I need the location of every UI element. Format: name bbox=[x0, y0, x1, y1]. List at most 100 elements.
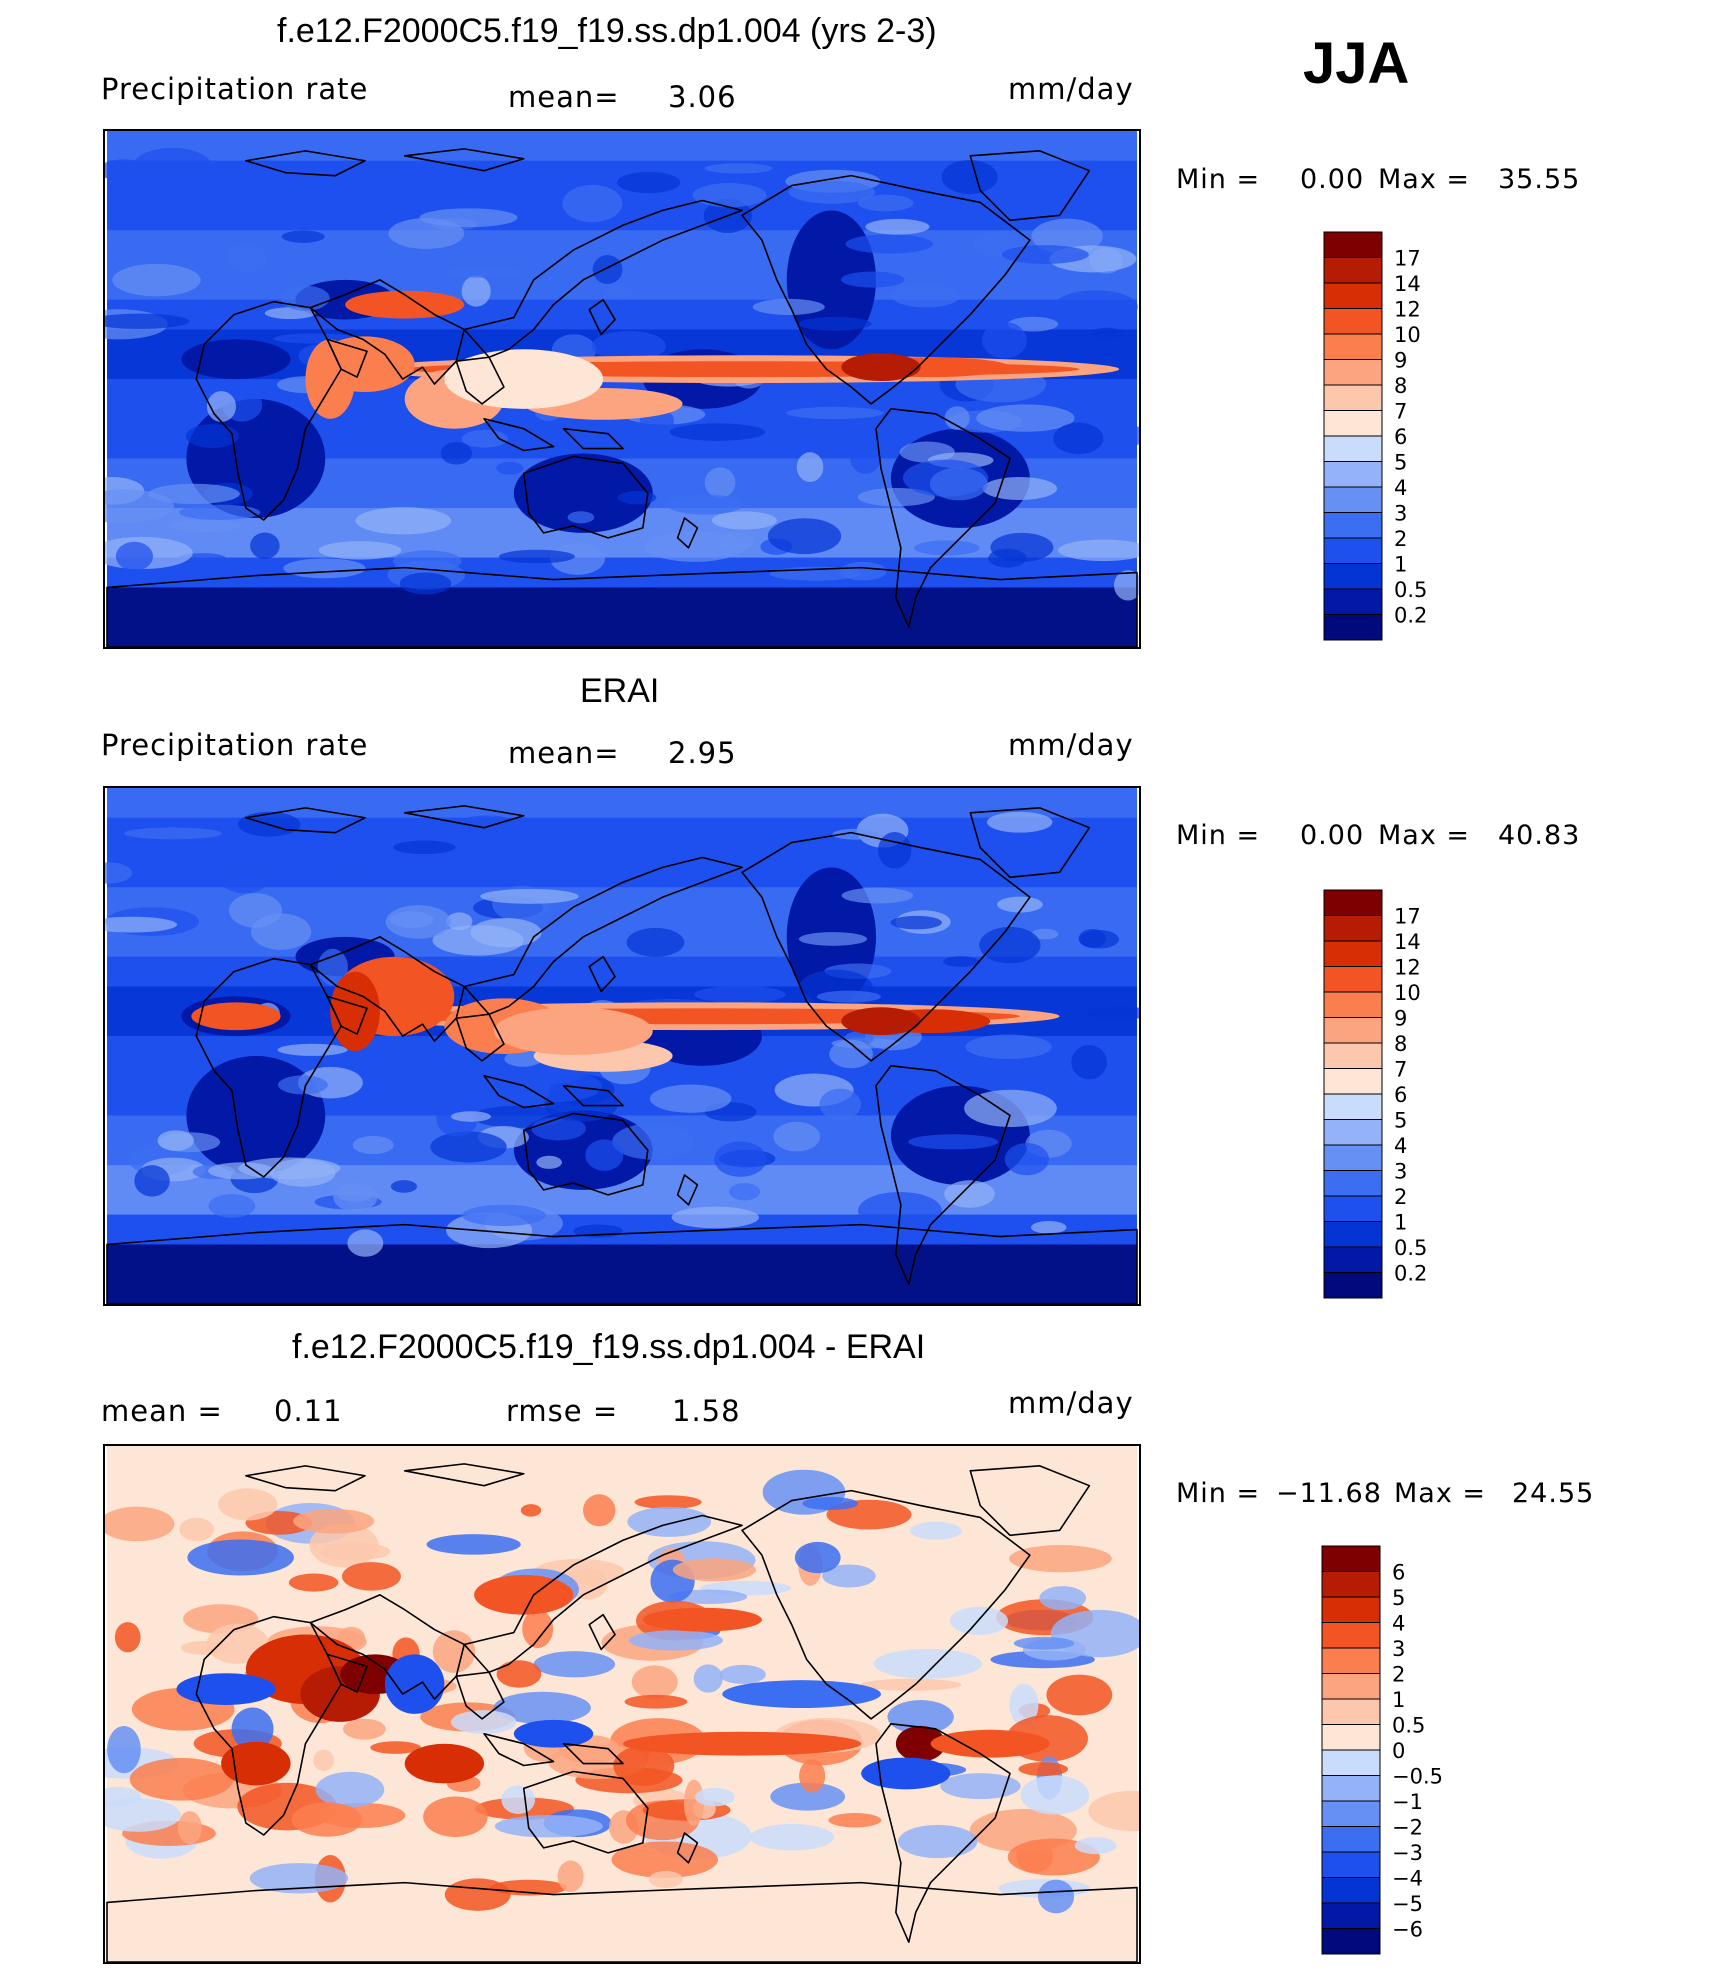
colorbar-swatch bbox=[1321, 1928, 1381, 1955]
colorbar-diff: 6 5 4 3 2 1 0.5 0 −0.5 −1 −2 −3 −4 −5 −6 bbox=[1320, 1544, 1480, 1960]
coastline bbox=[969, 150, 1091, 222]
precip-texture bbox=[865, 218, 930, 235]
anomaly-blob bbox=[802, 1496, 859, 1511]
colorbar-swatch bbox=[1323, 588, 1383, 615]
precip-texture bbox=[729, 1183, 761, 1201]
precip-texture bbox=[822, 422, 913, 440]
colorbar-swatch bbox=[1323, 1042, 1383, 1069]
precip-texture bbox=[981, 321, 1027, 359]
precip-texture bbox=[604, 286, 635, 298]
anomaly-blob bbox=[1037, 1879, 1075, 1914]
precip-texture bbox=[929, 467, 988, 501]
precip-texture bbox=[976, 404, 1075, 432]
coastline bbox=[463, 856, 743, 1016]
anomaly-blob bbox=[288, 1573, 339, 1592]
colorbar-swatch bbox=[1323, 257, 1383, 284]
coastline bbox=[326, 995, 368, 1035]
precip-texture bbox=[355, 507, 452, 535]
panel-diff-min-label: Min = bbox=[1176, 1478, 1261, 1509]
precip-texture bbox=[906, 1048, 973, 1063]
precip-texture bbox=[347, 1229, 384, 1257]
colorbar-tick-label: 8 bbox=[1394, 374, 1407, 398]
colorbar-swatch bbox=[1321, 1749, 1381, 1776]
precip-band bbox=[106, 131, 1138, 161]
anomaly-blob bbox=[114, 1622, 141, 1653]
anomaly-feature bbox=[176, 1673, 276, 1705]
panel-diff-title: f.e12.F2000C5.f19_f19.ss.dp1.004 - ERAI bbox=[292, 1328, 926, 1366]
anomaly-blob bbox=[613, 1745, 675, 1786]
precip-texture bbox=[385, 905, 451, 939]
wet-region bbox=[330, 971, 380, 1051]
precip-texture bbox=[591, 331, 666, 362]
anomaly-blob bbox=[293, 1508, 375, 1534]
anomaly-blob bbox=[940, 1773, 1021, 1800]
colorbar-tick-label: 0 bbox=[1392, 1739, 1405, 1763]
anomaly-blob bbox=[794, 1541, 841, 1574]
colorbar-tick-label: 1 bbox=[1392, 1688, 1405, 1712]
panel-model-max-label: Max = bbox=[1378, 164, 1471, 195]
precip-texture bbox=[1087, 1006, 1139, 1020]
colorbar-swatch bbox=[1323, 359, 1383, 386]
anomaly-blob bbox=[1009, 1683, 1039, 1726]
anomaly-blob bbox=[1018, 1762, 1068, 1777]
colorbar-swatch bbox=[1321, 1596, 1381, 1623]
anomaly-blob bbox=[501, 1785, 536, 1815]
colorbar-swatch bbox=[1323, 512, 1383, 539]
coastline bbox=[522, 1770, 649, 1854]
precip-texture bbox=[430, 1131, 507, 1163]
precip-texture bbox=[850, 443, 881, 474]
anomaly-blob bbox=[672, 1558, 757, 1582]
colorbar-tick-label: 3 bbox=[1394, 502, 1407, 526]
anomaly-blob bbox=[631, 1665, 678, 1699]
dry-region bbox=[181, 339, 291, 380]
colorbar-tick-label: 0.5 bbox=[1392, 1714, 1425, 1738]
coastline bbox=[309, 279, 466, 385]
anomaly-blob bbox=[520, 1504, 542, 1517]
precip-texture bbox=[1031, 928, 1059, 940]
precip-texture bbox=[1058, 539, 1139, 562]
panel-obs-title: ERAI bbox=[580, 672, 660, 710]
colorbar-swatch bbox=[1321, 1647, 1381, 1674]
precip-texture bbox=[692, 183, 767, 208]
colorbar-swatch bbox=[1323, 1144, 1383, 1171]
precip-texture bbox=[890, 915, 942, 930]
colorbar-swatch bbox=[1323, 1221, 1383, 1248]
colorbar-tick-label: −3 bbox=[1392, 1841, 1423, 1865]
colorbar-tick-label: 5 bbox=[1392, 1586, 1405, 1610]
anomaly-blob bbox=[105, 1506, 175, 1542]
panel-obs-left-label: Precipitation rate bbox=[101, 728, 369, 762]
precip-texture bbox=[562, 184, 623, 223]
precip-texture bbox=[278, 1075, 328, 1095]
anomaly-blob bbox=[1013, 1636, 1075, 1650]
precip-texture bbox=[496, 461, 524, 475]
colorbar-tick-label: −0.5 bbox=[1392, 1765, 1443, 1789]
precip-texture bbox=[1004, 1143, 1050, 1176]
coastline bbox=[741, 1489, 1031, 1720]
colorbar-swatch bbox=[1321, 1545, 1381, 1572]
precip-texture bbox=[704, 163, 773, 174]
colorbar-tick-label: 7 bbox=[1394, 400, 1407, 424]
precip-band bbox=[106, 1244, 1138, 1304]
panel-model-mean-label: mean= bbox=[508, 80, 620, 114]
panel-diff-units: mm/day bbox=[1008, 1386, 1134, 1420]
colorbar-tick-label: 0.5 bbox=[1394, 1236, 1427, 1260]
precip-texture bbox=[990, 532, 1054, 562]
coastline bbox=[676, 517, 699, 549]
precip-texture bbox=[461, 429, 508, 448]
coastline bbox=[562, 427, 624, 450]
coastline bbox=[741, 831, 1031, 1062]
precip-texture bbox=[105, 916, 178, 933]
anomaly-feature bbox=[642, 1607, 762, 1632]
anomaly-blob bbox=[444, 1878, 511, 1911]
anomaly-blob bbox=[719, 1664, 766, 1685]
precip-texture bbox=[536, 1155, 562, 1169]
coastline bbox=[195, 1615, 342, 1836]
coastline bbox=[309, 936, 466, 1042]
precip-texture bbox=[1078, 929, 1106, 948]
colorbar-swatch bbox=[1321, 1775, 1381, 1802]
precip-texture bbox=[612, 1123, 695, 1160]
coastline bbox=[326, 338, 368, 378]
colorbar-tick-label: 5 bbox=[1394, 451, 1407, 475]
colorbar-tick-label: 10 bbox=[1394, 323, 1421, 347]
colorbar-tick-label: 9 bbox=[1394, 349, 1407, 373]
